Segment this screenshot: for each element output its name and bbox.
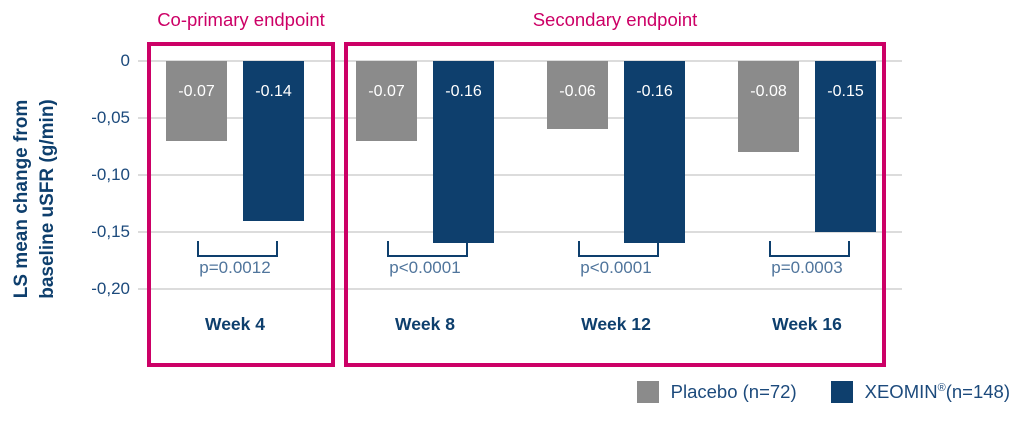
significance-bracket xyxy=(386,241,468,257)
y-axis-tick-label: -0,15 xyxy=(91,222,130,241)
secondary-endpoint-label: Secondary endpoint xyxy=(532,9,698,30)
legend: Placebo (n=72) XEOMIN®(n=148) xyxy=(636,381,1010,403)
gridline xyxy=(138,60,902,62)
bar-value-label: -0.07 xyxy=(368,83,405,100)
y-axis-tick-label: -0,05 xyxy=(91,108,130,127)
bar-xeomin-week-16: -0.15 xyxy=(815,61,876,232)
gridline xyxy=(138,231,902,233)
gridline xyxy=(138,117,902,119)
significance-bracket xyxy=(196,241,278,257)
y-axis-tick-label: -0,10 xyxy=(91,165,130,184)
gridline xyxy=(138,288,902,290)
bar-placebo-week-16: -0.08 xyxy=(738,61,799,152)
y-axis-tick-label: 0 xyxy=(120,51,130,70)
significance-bracket xyxy=(577,241,659,257)
gridline xyxy=(138,174,902,176)
p-value-label: p=0.0012 xyxy=(199,258,271,277)
y-axis-title: LS mean change from baseline uSFR (g/min… xyxy=(9,99,61,299)
significance-bracket xyxy=(768,241,850,257)
week-label: Week 8 xyxy=(395,314,455,334)
co-primary-endpoint-box xyxy=(147,42,335,367)
legend-item-xeomin: XEOMIN®(n=148) xyxy=(830,381,1010,403)
legend-label: XEOMIN®(n=148) xyxy=(864,381,1010,402)
week-label: Week 16 xyxy=(772,314,842,334)
bar-placebo-week-8: -0.07 xyxy=(356,61,417,141)
bar-placebo-week-4: -0.07 xyxy=(166,61,227,141)
bar-xeomin-week-8: -0.16 xyxy=(433,61,494,243)
bar-placebo-week-12: -0.06 xyxy=(547,61,608,129)
p-value-label: p=0.0003 xyxy=(771,258,843,277)
y-axis-tick-label: -0,20 xyxy=(91,279,130,298)
week-label: Week 12 xyxy=(581,314,651,334)
bar-value-label: -0.08 xyxy=(750,83,787,100)
week-label: Week 4 xyxy=(205,314,265,334)
legend-label: Placebo (n=72) xyxy=(670,381,797,402)
y-axis-title-line1: LS mean change from xyxy=(11,99,32,299)
p-value-label: p<0.0001 xyxy=(389,258,461,277)
p-value-label: p<0.0001 xyxy=(580,258,652,277)
legend-swatch-xeomin xyxy=(830,381,853,403)
legend-item-placebo: Placebo (n=72) xyxy=(636,381,797,403)
bar-xeomin-week-12: -0.16 xyxy=(624,61,685,243)
bar-value-label: -0.06 xyxy=(559,83,596,100)
bar-xeomin-week-4: -0.14 xyxy=(243,61,304,221)
bar-value-label: -0.14 xyxy=(255,83,292,100)
bar-value-label: -0.15 xyxy=(827,83,864,100)
y-axis-title-line2: baseline uSFR (g/min) xyxy=(37,99,58,299)
co-primary-endpoint-label: Co-primary endpoint xyxy=(157,9,325,30)
legend-swatch-placebo xyxy=(636,381,659,403)
bar-value-label: -0.16 xyxy=(445,83,482,100)
secondary-endpoint-box xyxy=(344,42,886,367)
bar-value-label: -0.16 xyxy=(636,83,673,100)
registered-trademark-symbol: ® xyxy=(937,381,946,394)
bar-value-label: -0.07 xyxy=(178,83,215,100)
